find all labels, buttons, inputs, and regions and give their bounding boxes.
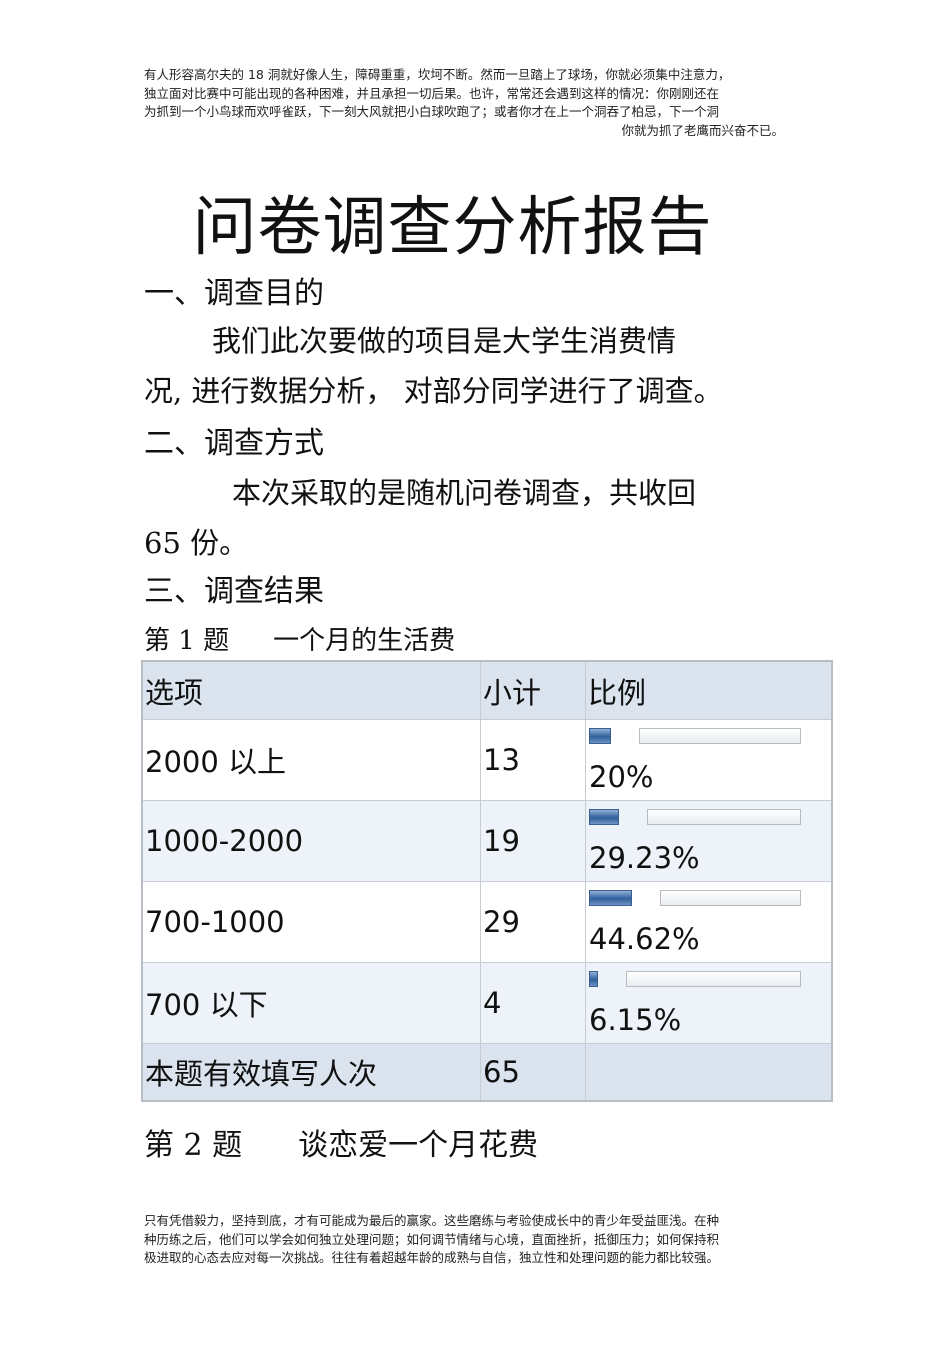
percent-label: 6.15% <box>589 1003 682 1037</box>
percent-label: 44.62% <box>589 922 700 956</box>
progress-bar-fill <box>589 890 632 906</box>
footer-note-line: 种历练之后，他们可以学会如何独立处理问题；如何调节情绪与心境，直面挫折，抵御压力… <box>144 1231 720 1247</box>
header-note-line: 独立面对比赛中可能出现的各种困难，并且承担一切后果。也许，常常还会遇到这样的情况… <box>144 85 720 101</box>
question-1-title: 第 1 题 一个月的生活费 <box>144 620 455 657</box>
progress-bar-track <box>660 890 801 906</box>
ratio-cell: 20% <box>585 719 833 801</box>
ratio-cell: 44.62% <box>585 881 833 963</box>
header-option: 选项 <box>141 660 481 720</box>
count-cell: 13 <box>480 719 586 801</box>
count-cell: 4 <box>480 962 586 1044</box>
question-number: 第 2 题 <box>144 1128 243 1163</box>
table-header-row: 选项 小计 比例 <box>141 660 833 720</box>
progress-bar-fill <box>589 809 619 825</box>
progress-bar-fill <box>589 728 611 744</box>
progress-bar-fill <box>589 971 598 987</box>
table-total-row: 本题有效填写人次 65 <box>141 1043 833 1102</box>
question-text: 谈恋爱一个月花费 <box>298 1128 539 1163</box>
footer-note: 只有凭借毅力，坚持到底，才有可能成为最后的赢家。这些磨练与考验使成长中的青少年受… <box>144 1212 794 1268</box>
total-empty-cell <box>585 1043 833 1102</box>
method-paragraph-line: 65 份。 <box>144 526 249 560</box>
progress-bar <box>589 890 801 906</box>
header-note-line: 有人形容高尔夫的 18 洞就好像人生，障碍重重，坎坷不断。然而一旦踏上了球场，你… <box>144 67 731 82</box>
survey-table-q1: 选项 小计 比例 2000 以上 13 20% 1000-2000 19 29.… <box>141 660 833 1102</box>
ratio-cell: 6.15% <box>585 962 833 1044</box>
header-note-line: 你就为抓了老鹰而兴奋不已。 <box>621 122 784 138</box>
option-cell: 1000-2000 <box>141 800 481 882</box>
section-heading-method: 二、调查方式 <box>144 426 324 461</box>
question-number: 第 1 题 <box>144 626 230 656</box>
table-row: 2000 以上 13 20% <box>141 719 833 801</box>
progress-bar <box>589 971 801 987</box>
header-ratio: 比例 <box>585 660 833 720</box>
purpose-paragraph-line: 况, 进行数据分析， 对部分同学进行了调查。 <box>144 374 723 408</box>
table-row: 1000-2000 19 29.23% <box>141 800 833 882</box>
table-row: 700-1000 29 44.62% <box>141 881 833 963</box>
purpose-paragraph-line: 我们此次要做的项目是大学生消费情 <box>212 324 677 358</box>
question-text: 一个月的生活费 <box>273 626 456 656</box>
option-cell: 700-1000 <box>141 881 481 963</box>
progress-bar-track <box>647 809 801 825</box>
total-value: 65 <box>480 1043 586 1102</box>
method-paragraph-line: 本次采取的是随机问卷调查，共收回 <box>232 476 697 510</box>
footer-note-line: 极进取的心态去应对每一次挑战。往往有着超越年龄的成熟与自信，独立性和处理问题的能… <box>144 1250 720 1265</box>
option-cell: 2000 以上 <box>141 719 481 801</box>
table-row: 700 以下 4 6.15% <box>141 962 833 1044</box>
header-note: 有人形容高尔夫的 18 洞就好像人生，障碍重重，坎坷不断。然而一旦踏上了球场，你… <box>144 66 794 140</box>
progress-bar-track <box>626 971 801 987</box>
question-2-title: 第 2 题 谈恋爱一个月花费 <box>144 1120 538 1164</box>
option-cell: 700 以下 <box>141 962 481 1044</box>
count-cell: 19 <box>480 800 586 882</box>
section-heading-purpose: 一、调查目的 <box>144 276 324 311</box>
footer-note-line: 只有凭借毅力，坚持到底，才有可能成为最后的赢家。这些磨练与考验使成长中的青少年受… <box>144 1213 720 1228</box>
percent-label: 20% <box>589 760 654 794</box>
count-cell: 29 <box>480 881 586 963</box>
section-heading-result: 三、调查结果 <box>144 574 324 609</box>
progress-bar <box>589 809 801 825</box>
header-count: 小计 <box>480 660 586 720</box>
header-note-line: 为抓到一个小鸟球而欢呼雀跃，下一刻大风就把小白球吹跑了；或者你才在上一个洞吞了柏… <box>144 104 720 119</box>
percent-label: 29.23% <box>589 841 700 875</box>
total-label: 本题有效填写人次 <box>141 1043 481 1102</box>
ratio-cell: 29.23% <box>585 800 833 882</box>
progress-bar <box>589 728 801 744</box>
progress-bar-track <box>639 728 801 744</box>
page-title: 问卷调查分析报告 <box>192 191 713 265</box>
